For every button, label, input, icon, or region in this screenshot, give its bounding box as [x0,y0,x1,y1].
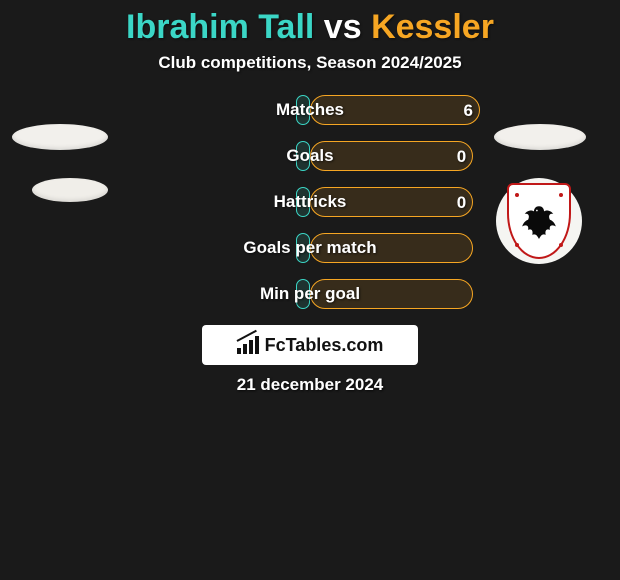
stat-bar-right [310,233,473,263]
branding-badge: FcTables.com [202,325,418,365]
stat-bar-left [296,279,310,309]
stat-row: Min per goal [0,279,620,311]
crest-dot [559,243,563,247]
stat-bar-left [296,95,310,125]
stat-value-right: 0 [457,188,466,218]
stat-bar-left [296,141,310,171]
stat-bar-right: 0 [310,187,473,217]
stat-bar-right: 6 [310,95,480,125]
stat-bar-right [310,279,473,309]
stat-bar-area: Goals per match [140,233,480,265]
crest-dot [515,243,519,247]
stat-bar-right: 0 [310,141,473,171]
subtitle: Club competitions, Season 2024/2025 [0,53,620,73]
crest-dot [515,193,519,197]
page-title: Ibrahim Tall vs Kessler [0,8,620,47]
stat-bar-area: 6Matches [140,95,480,127]
eagle-icon [518,202,560,240]
branding-text: FcTables.com [265,335,384,356]
comparison-card: Ibrahim Tall vs Kessler Club competition… [0,0,620,580]
club-badge-circle [496,178,582,264]
left-badge-ellipse-1 [12,124,108,150]
stat-value-right: 0 [457,142,466,172]
crest-dot [559,193,563,197]
stat-bar-area: 0Goals [140,141,480,173]
chart-icon [237,336,259,354]
right-badge-ellipse-1 [494,124,586,150]
player-a-name: Ibrahim Tall [126,8,314,46]
stat-bar-area: 0Hattricks [140,187,480,219]
stat-value-right: 6 [464,96,473,126]
stat-bar-left [296,233,310,263]
vs-text: vs [314,8,371,46]
stat-bar-left [296,187,310,217]
date-text: 21 december 2024 [0,375,620,395]
left-badge-ellipse-2 [32,178,108,202]
club-crest [507,183,571,259]
player-b-name: Kessler [371,8,494,46]
stat-row: 6Matches [0,95,620,127]
stat-bar-area: Min per goal [140,279,480,311]
